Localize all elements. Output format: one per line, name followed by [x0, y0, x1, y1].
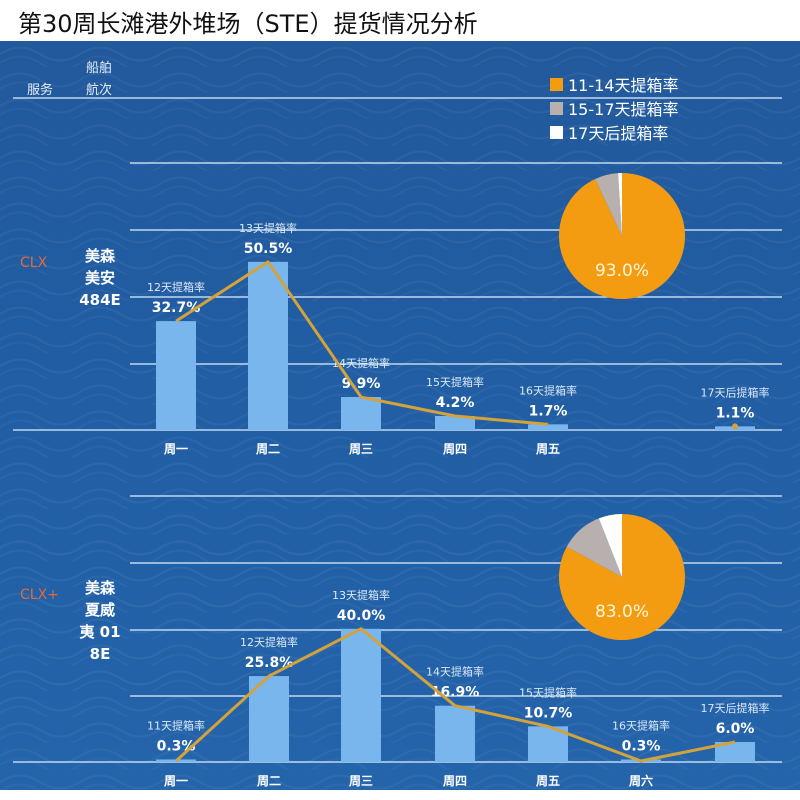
bar-series-label: 16天提箱率 [519, 383, 577, 397]
bar-value-label: 25.8% [245, 655, 294, 671]
bar [156, 321, 196, 430]
x-tick-label: 周五 [536, 774, 560, 788]
vessel-column-header-line2: 航次 [86, 83, 113, 98]
x-tick-label: 周四 [443, 442, 467, 456]
legend-swatch-orange [550, 77, 563, 91]
bar [249, 676, 289, 762]
vessel-column-header-line1: 船舶 [86, 61, 113, 76]
service-column-header: 服务 [27, 83, 54, 98]
x-tick-label: 周五 [536, 442, 560, 456]
bar-value-label: 9.9% [342, 376, 381, 392]
bar-line-pie-charts: 93.0%32.7%12天提箱率周一50.5%13天提箱率周二9.9%14天提箱… [13, 97, 782, 788]
legend: 11-14天提箱率 15-17天提箱率 17天后提箱率 [550, 72, 679, 144]
page-title: 第30周长滩港外堆场（STE）提货情况分析 [18, 10, 478, 38]
pie-percent-label: 93.0% [595, 261, 649, 281]
bar-series-label: 11天提箱率 [147, 719, 205, 733]
bar [715, 742, 755, 762]
bar [341, 628, 381, 762]
legend-swatch-grey [550, 101, 563, 115]
trend-line [175, 260, 549, 426]
pie-percent-label: 83.0% [595, 602, 649, 622]
legend-swatch-white [550, 125, 563, 139]
bar-value-label: 0.3% [622, 739, 661, 755]
x-tick-label: 周三 [349, 442, 373, 456]
legend-item: 11-14天提箱率 [550, 72, 679, 96]
x-tick-label: 周六 [629, 773, 653, 788]
bar-series-label: 14天提箱率 [426, 665, 484, 679]
bar-series-label: 15天提箱率 [426, 375, 484, 389]
pie-slice-15-17d [566, 518, 622, 577]
vessel-label-clx-plus: 美森 夏威 夷 01 8E [70, 577, 130, 665]
legend-label: 17天后提箱率 [568, 124, 669, 143]
bar-series-label: 16天提箱率 [612, 719, 670, 733]
legend-label: 11-14天提箱率 [568, 76, 679, 95]
bar-value-label: 10.7% [524, 705, 573, 721]
wave-pattern [0, 41, 800, 790]
vessel-line: 8E [89, 645, 111, 663]
bar [248, 261, 288, 430]
x-tick-label: 周二 [257, 774, 281, 788]
bar-value-label: 50.5% [244, 241, 293, 257]
bar-series-label: 14天提箱率 [332, 356, 390, 370]
bar-series-label: 13天提箱率 [239, 221, 297, 235]
bar [341, 397, 381, 430]
x-tick-label: 周四 [443, 774, 467, 788]
bar-value-label: 4.2% [436, 395, 475, 411]
pie-slice-17d-plus [618, 173, 622, 236]
x-tick-label: 周二 [256, 442, 280, 456]
pie-slice-15-17d [595, 173, 622, 236]
bar [528, 424, 568, 430]
bar-series-label: 13天提箱率 [332, 588, 390, 602]
bar-series-label: 12天提箱率 [147, 280, 205, 294]
vessel-line: 夏威 [84, 601, 115, 619]
bar-value-label: 0.3% [157, 739, 196, 755]
trend-line [174, 627, 736, 763]
bar [435, 416, 475, 430]
x-tick-label: 周一 [164, 774, 188, 788]
trend-point [732, 423, 738, 430]
chart-panel: 服务 船舶 航次 11-14天提箱率 15-17天提箱率 17天后提箱率 CLX… [0, 41, 800, 790]
legend-item: 15-17天提箱率 [550, 96, 679, 120]
vessel-line: 484E [79, 291, 121, 309]
vessel-line: 美森 [84, 247, 115, 265]
vessel-line: 夷 01 [79, 623, 121, 641]
x-tick-label: 周一 [164, 442, 188, 456]
bar-value-label: 6.0% [716, 721, 755, 737]
bar-series-label: 17天后提箱率 [701, 385, 770, 399]
vessel-line: 美森 [84, 579, 115, 597]
bar-value-label: 1.1% [716, 405, 755, 421]
legend-label: 15-17天提箱率 [568, 100, 679, 119]
bar-series-label: 15天提箱率 [519, 685, 577, 699]
bar-series-label: 12天提箱率 [240, 635, 298, 649]
service-label-clx: CLX [20, 255, 48, 271]
legend-item: 17天后提箱率 [550, 120, 679, 144]
bar-series-label: 17天后提箱率 [701, 701, 770, 715]
x-tick-label: 周三 [349, 774, 373, 788]
pie-slice-17d-plus [598, 514, 622, 577]
vessel-label-clx: 美森 美安 484E [70, 245, 130, 311]
bar-value-label: 32.7% [152, 300, 201, 316]
bar-value-label: 1.7% [529, 403, 568, 419]
bar-value-label: 40.0% [337, 608, 386, 624]
vessel-line: 美安 [84, 269, 115, 287]
bar [435, 705, 475, 762]
service-label-clx-plus: CLX+ [20, 587, 59, 603]
